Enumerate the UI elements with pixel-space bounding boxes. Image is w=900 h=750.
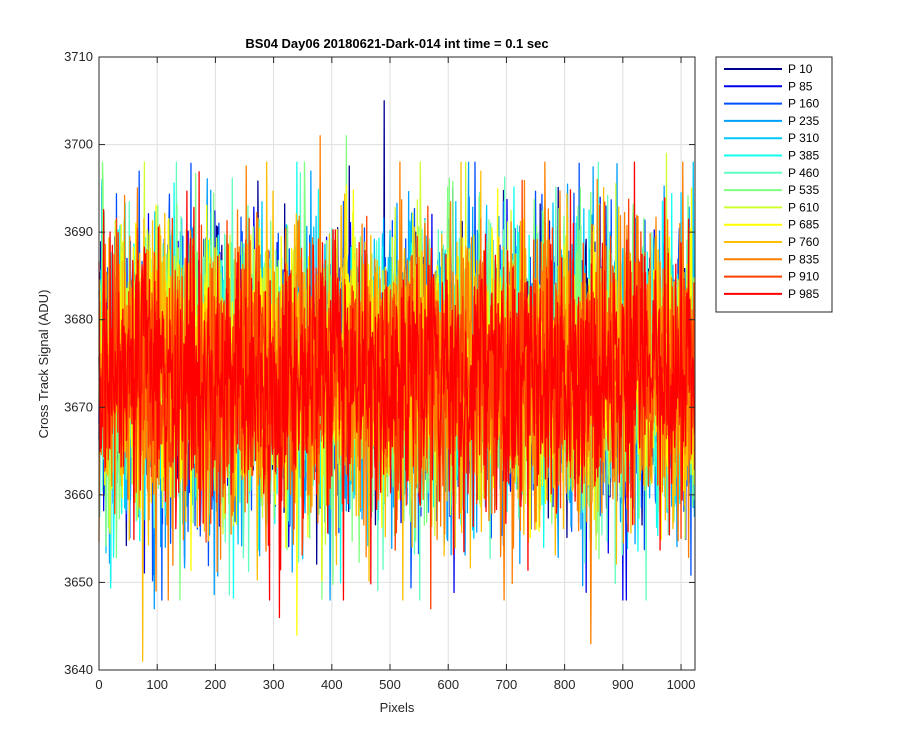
y-tick-label: 3700 xyxy=(64,137,93,152)
x-axis-label: Pixels xyxy=(380,700,415,715)
plot-border xyxy=(98,56,696,671)
legend-label: P 235 xyxy=(788,114,819,128)
x-tick-label: 800 xyxy=(554,677,576,692)
y-tick-label: 3680 xyxy=(64,312,93,327)
legend-label: P 85 xyxy=(788,79,813,93)
y-tick-label: 3640 xyxy=(64,662,93,677)
legend-box xyxy=(715,56,833,313)
legend-label: P 385 xyxy=(788,149,819,163)
legend-label: P 535 xyxy=(788,183,819,197)
y-tick-label: 3660 xyxy=(64,487,93,502)
series-line-p985 xyxy=(98,161,696,619)
legend-label: P 610 xyxy=(788,200,819,214)
y-tick-label: 3710 xyxy=(64,49,93,64)
x-tick-label: 600 xyxy=(437,677,459,692)
x-tick-label: 700 xyxy=(496,677,518,692)
legend-label: P 160 xyxy=(788,97,819,111)
x-tick-label: 100 xyxy=(146,677,168,692)
y-tick-label: 3670 xyxy=(64,399,93,414)
legend-label: P 835 xyxy=(788,252,819,266)
x-tick-label: 0 xyxy=(95,677,102,692)
x-tick-label: 1000 xyxy=(667,677,696,692)
legend-label: P 10 xyxy=(788,62,813,76)
legend-label: P 760 xyxy=(788,235,819,249)
plot-area: 0 100 200 300 400 500 600 700 800 900 1000 3640 3650… xyxy=(64,49,696,692)
y-axis-label: Cross Track Signal (ADU) xyxy=(36,290,51,439)
x-tick-label: 400 xyxy=(321,677,343,692)
chart-title: BS04 Day06 20180621-Dark-014 int time = … xyxy=(245,36,548,51)
x-tick-label: 900 xyxy=(612,677,634,692)
legend-label: P 910 xyxy=(788,270,819,284)
axis-ticks: 0 100 200 300 400 500 600 700 800 900 1000 3640 3650… xyxy=(64,49,695,692)
legend-label: P 985 xyxy=(788,287,819,301)
x-tick-label: 300 xyxy=(263,677,285,692)
series-lines xyxy=(98,100,696,662)
legend: P 10 P 85 P 160 P 235 P 310 P 385 P 460 P 535 P … xyxy=(715,56,833,313)
y-tick-label: 3690 xyxy=(64,224,93,239)
legend-label: P 460 xyxy=(788,166,819,180)
legend-label: P 685 xyxy=(788,218,819,232)
x-tick-label: 200 xyxy=(205,677,227,692)
legend-entries: P 10 P 85 P 160 P 235 P 310 P 385 P 460 P 535 P … xyxy=(724,62,819,301)
x-tick-label: 500 xyxy=(379,677,401,692)
legend-label: P 310 xyxy=(788,131,819,145)
y-tick-label: 3650 xyxy=(64,574,93,589)
